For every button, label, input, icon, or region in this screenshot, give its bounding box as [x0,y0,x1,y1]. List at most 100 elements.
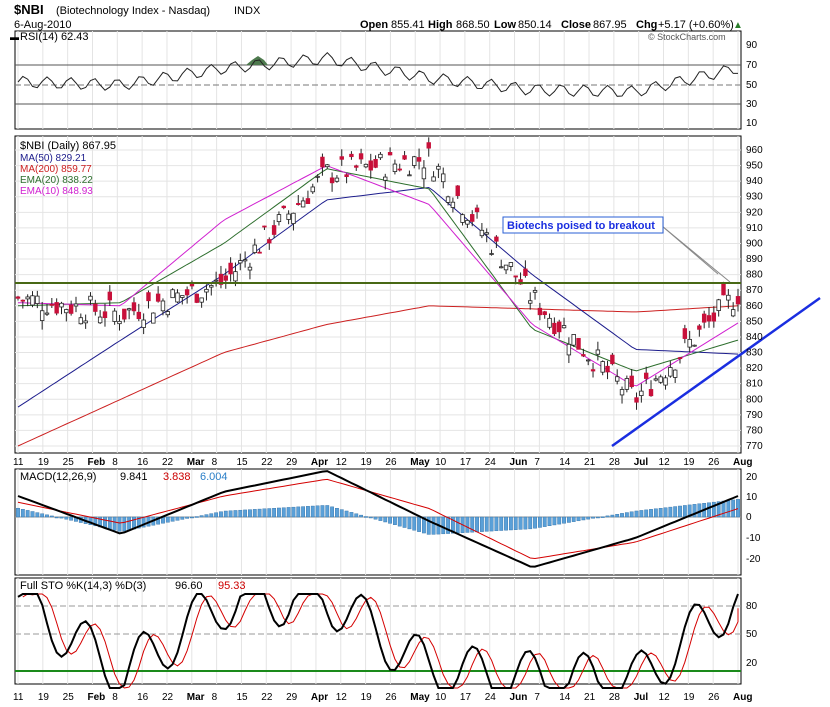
candlesticks [15,137,741,410]
x-tick-label: 22 [261,692,273,703]
macd-hist-bar [470,516,475,533]
macd-hist-bar [566,516,571,523]
candle-body [276,214,282,223]
candle-body [721,283,726,296]
macd-hist-bar [306,506,310,518]
candle-body [412,156,417,166]
price-tick: 900 [746,238,763,249]
x-tick-label: 10 [435,457,447,468]
candle-body [83,320,88,324]
macd-hist-bar [296,506,301,518]
macd-tick: 10 [746,492,758,503]
macd-hist-bar [504,516,508,531]
candle-body [653,378,659,381]
macd-hist-bar [600,516,605,518]
open-value: 855.41 [391,19,425,31]
macd-hist-bar [252,509,257,518]
macd-hist-bar [610,514,615,518]
x-tick-label: 7 [534,457,540,468]
macd-hist-bar [223,510,228,518]
x-tick-label: May [410,692,430,703]
macd-hist-bar [441,516,446,535]
candle-body [15,296,21,299]
macd-hist-bar [122,516,127,532]
macd-hist-bar [552,516,557,526]
macd-hist-bar [40,513,45,518]
candle-body [30,295,35,306]
macd-hist-bar [267,508,272,518]
x-tick-label: 28 [609,457,621,468]
legend-ma200: MA(200) 859.77 [20,164,92,175]
macd-hist-bar [446,516,450,534]
price-tick: 950 [746,161,763,172]
candle-body [571,334,576,346]
candle-body [581,354,586,357]
x-tick-label: 19 [683,692,695,703]
macd-signal-value: 3.838 [163,471,191,483]
macd-hist-bar [523,516,528,530]
candle-body [450,201,456,208]
candle-body [697,325,702,330]
macd-hist-bar [93,516,98,527]
rsi-legend-swatch: ▬ [10,32,19,42]
macd-hist-bar [678,505,682,518]
x-tick-label: Aug [733,692,752,703]
candle-body [252,244,257,253]
candle-body [165,311,170,316]
candle-body [595,349,601,355]
sto-tick: 80 [746,601,758,612]
macd-hist-bar [107,516,112,530]
x-tick-label: 11 [13,457,24,468]
candle-body [54,302,59,314]
open-label: Open [360,19,388,31]
candle-body [368,160,373,171]
candle-body [586,359,591,362]
x-tick-label: 12 [336,692,348,703]
macd-hist-bar [248,509,252,518]
macd-hist-value: 6.004 [200,471,228,483]
candle-body [465,220,470,225]
candle-body [474,207,480,213]
price-axis: 960 950 940 930 920 910 900 890 880 870 860 850 840 8… [746,145,763,452]
trendline [611,296,821,448]
legend-ema10: EMA(10) 848.93 [20,186,93,197]
macd-hist-bar [518,516,523,530]
candle-body [614,376,620,382]
credit: © StockCharts.com [648,32,726,42]
macd-hist-bar [649,509,653,518]
candle-body [146,292,151,302]
candle-body [155,293,161,302]
x-tick-label: 22 [162,457,174,468]
sto-tick: 20 [746,658,758,669]
x-tick-label: 14 [559,692,571,703]
x-tick-label: 8 [112,692,118,703]
chg-value: +5.17 (+0.60%) [658,19,734,31]
candle-body [242,259,248,262]
price-content: Biotechs poised to breakout $NBI (Daily)… [15,137,821,452]
x-tick-label: Mar [187,692,205,703]
candle-body [499,266,504,269]
candle-body [151,312,156,324]
candle-body [291,212,296,224]
low-value: 850.14 [518,19,552,31]
macd-hist-bar [185,516,190,519]
candle-body [131,302,137,312]
candle-body [397,168,402,171]
annotation-box [502,216,664,234]
macd-hist-bar [542,516,547,527]
macd-hist-bar [190,516,194,519]
macd-hist-bar [692,504,697,518]
x-tick-label: 19 [361,457,373,468]
x-tick-label: 8 [212,692,218,703]
exchange: INDX [234,5,261,17]
macd-hist-bar [243,509,248,518]
candle-body [228,262,233,275]
macd-value: 9.841 [120,471,148,483]
macd-tick: 20 [746,472,758,483]
chg-label: Chg [636,19,657,31]
price-tick: 910 [746,223,763,234]
macd-hist-bar [687,504,692,518]
macd-hist-bar [228,510,233,518]
candle-body [112,310,117,322]
macd-hist-bar [624,512,629,518]
